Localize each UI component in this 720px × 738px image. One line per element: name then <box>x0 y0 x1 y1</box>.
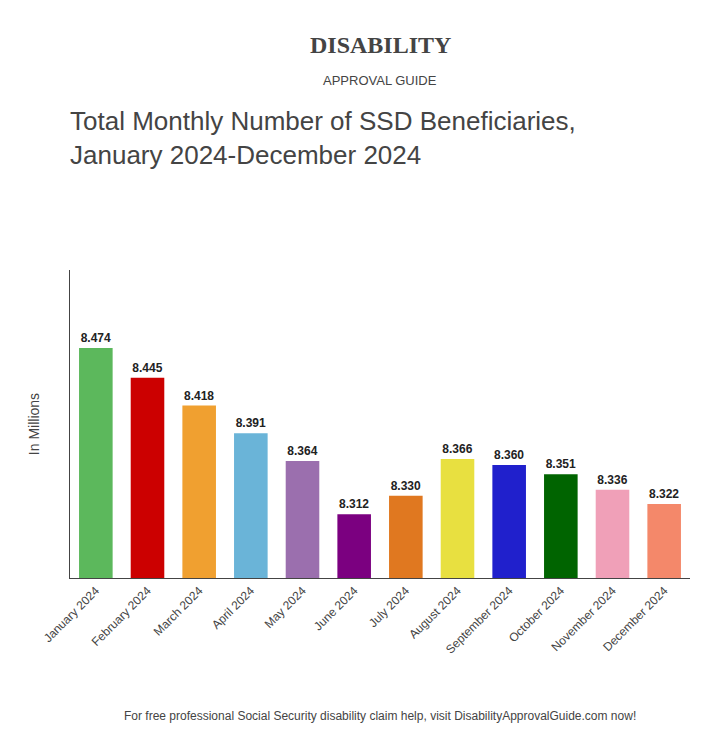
svg-text:September 2024: September 2024 <box>443 584 516 657</box>
svg-text:8.330: 8.330 <box>391 479 421 493</box>
svg-text:July 2024: July 2024 <box>366 584 412 630</box>
svg-text:May 2024: May 2024 <box>262 584 309 631</box>
svg-text:November 2024: November 2024 <box>549 584 620 655</box>
svg-text:In Millions: In Millions <box>26 393 42 455</box>
svg-text:8.336: 8.336 <box>597 473 627 487</box>
svg-text:For free professional Social S: For free professional Social Security di… <box>124 709 636 723</box>
svg-text:APPROVAL GUIDE: APPROVAL GUIDE <box>323 73 437 88</box>
svg-text:8.474: 8.474 <box>81 331 111 345</box>
svg-text:March 2024: March 2024 <box>151 584 206 639</box>
svg-text:8.351: 8.351 <box>546 457 576 471</box>
svg-text:August 2024: August 2024 <box>406 584 464 642</box>
svg-text:8.360: 8.360 <box>494 448 524 462</box>
svg-text:8.364: 8.364 <box>287 444 317 458</box>
svg-text:8.366: 8.366 <box>442 442 472 456</box>
svg-text:December 2024: December 2024 <box>600 584 671 655</box>
svg-text:October 2024: October 2024 <box>506 584 568 646</box>
svg-text:8.322: 8.322 <box>649 487 679 501</box>
svg-text:June 2024: June 2024 <box>311 584 361 634</box>
svg-text:8.312: 8.312 <box>339 497 369 511</box>
svg-text:January 2024: January 2024 <box>41 584 103 646</box>
svg-text:April 2024: April 2024 <box>209 584 257 632</box>
svg-text:DISABILITY: DISABILITY <box>310 32 451 58</box>
svg-text:8.391: 8.391 <box>236 416 266 430</box>
svg-text:Total Monthly Number of SSD Be: Total Monthly Number of SSD Beneficiarie… <box>70 106 576 170</box>
svg-text:8.418: 8.418 <box>184 389 214 403</box>
svg-text:8.445: 8.445 <box>132 361 162 375</box>
svg-text:February 2024: February 2024 <box>89 584 154 649</box>
